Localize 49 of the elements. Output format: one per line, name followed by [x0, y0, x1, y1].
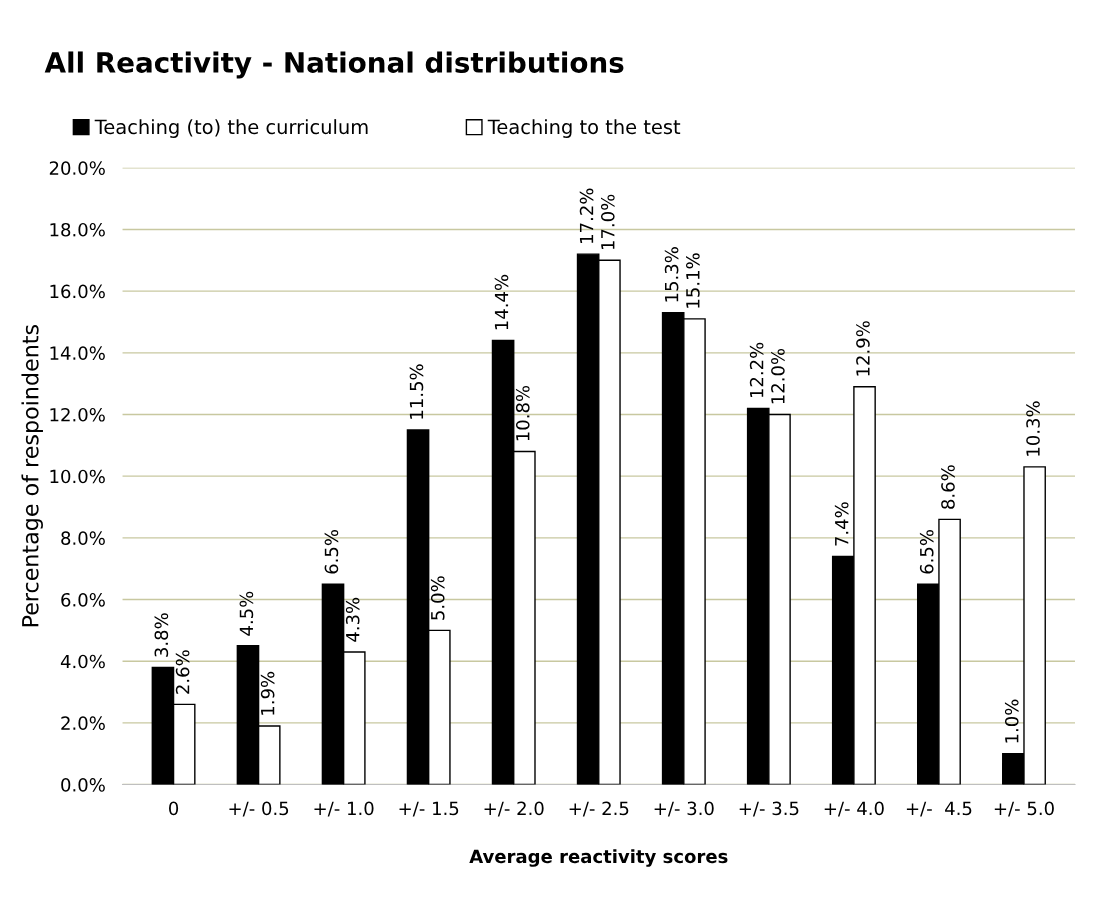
- data-label: 14.4%: [494, 274, 509, 330]
- y-tick-label: 20.0%: [49, 161, 105, 175]
- y-tick-label: 8.0%: [61, 531, 105, 545]
- data-label: 10.3%: [1026, 401, 1040, 456]
- y-tick-label: 12.0%: [50, 407, 105, 422]
- data-label: 1.9%: [260, 671, 275, 715]
- data-label: 10.8%: [515, 385, 530, 441]
- y-tick-label: 2.0%: [61, 716, 105, 730]
- y-tick-label: 4.0%: [60, 654, 105, 669]
- y-tick-label: 6.0%: [61, 592, 105, 607]
- y-tick-label: 18.0%: [50, 222, 105, 237]
- data-label: 17.0%: [600, 194, 615, 250]
- x-tick-label: 0: [169, 801, 179, 816]
- x-tick-label: +/- 1.5: [399, 801, 459, 817]
- data-label: 11.5%: [409, 364, 424, 419]
- data-label: 3.8%: [154, 613, 169, 657]
- x-tick-label: +/- 2.5: [569, 801, 629, 817]
- data-label: 1.0%: [1004, 699, 1019, 743]
- data-label: 12.9%: [856, 321, 870, 376]
- x-tick-label: +/- 4.0: [824, 801, 884, 817]
- y-tick-label: 14.0%: [50, 346, 105, 360]
- legend-label: Teaching (to) the curriculum: [94, 119, 368, 138]
- x-tick-label: +/- 5.0: [994, 801, 1054, 817]
- data-label: 2.6%: [175, 650, 190, 694]
- data-label: 4.5%: [239, 591, 254, 636]
- data-label: 4.3%: [345, 597, 360, 642]
- x-tick-label: +/- 4.5: [906, 801, 972, 817]
- data-label: 5.0%: [430, 576, 445, 620]
- data-label: 15.1%: [686, 253, 700, 308]
- x-tick-label: +/- 0.5: [229, 801, 289, 817]
- chart-title: All Reactivity - National distributions: [44, 51, 624, 79]
- data-label: 12.0%: [771, 348, 785, 404]
- x-tick-label: +/- 2.0: [484, 801, 544, 817]
- y-tick-label: 10.0%: [50, 469, 105, 484]
- y-tick-label: 0.0%: [61, 778, 105, 792]
- y-axis-title: Percentage of respoindents: [21, 325, 43, 627]
- x-tick-label: +/- 3.0: [654, 801, 714, 817]
- data-label: 12.2%: [749, 342, 764, 398]
- x-tick-label: +/- 3.5: [739, 801, 799, 817]
- data-label: 6.5%: [919, 529, 934, 574]
- data-label: 15.3%: [664, 247, 679, 302]
- data-label: 6.5%: [324, 529, 339, 574]
- data-label: 8.6%: [941, 465, 955, 509]
- legend-label: Teaching to the test: [487, 119, 681, 138]
- data-label: 7.4%: [834, 502, 849, 546]
- x-tick-label: +/- 1.0: [314, 801, 374, 817]
- y-tick-label: 16.0%: [50, 284, 105, 299]
- data-label: 17.2%: [579, 188, 594, 243]
- x-axis-title: Average reactivity scores: [469, 849, 728, 867]
